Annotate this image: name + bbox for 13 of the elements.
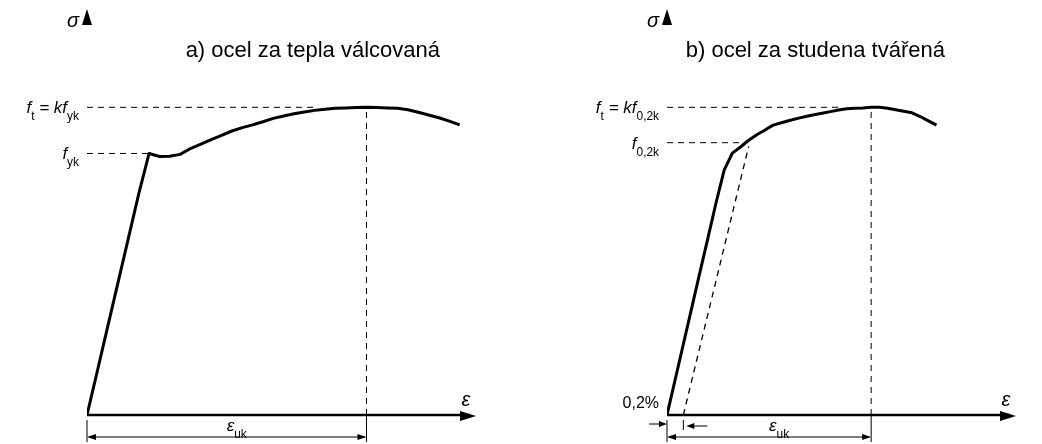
x-axis-title: ε [1001, 388, 1012, 410]
ref-line-label: f$_{t}$ = kf$_{yk}$ [26, 98, 80, 124]
ref-line-label: f$_{t}$ = kf$_{0,2k}$ [595, 98, 660, 124]
chart-title: b) ocel za studena tvářená [685, 37, 946, 62]
x-axis-title: ε [461, 388, 472, 410]
y-axis-title: σ [66, 9, 80, 31]
ref-line-label: f$_{0,2k}$ [631, 133, 660, 159]
y-axis-title: σ [646, 9, 660, 31]
text: ε$_{uk}$ [769, 416, 790, 441]
chart-title: a) ocel za tepla válcovaná [185, 37, 441, 62]
text: 0,2% [622, 394, 659, 411]
text: ε$_{uk}$ [226, 416, 247, 441]
ref-line-label: f$_{yk}$ [62, 144, 80, 170]
